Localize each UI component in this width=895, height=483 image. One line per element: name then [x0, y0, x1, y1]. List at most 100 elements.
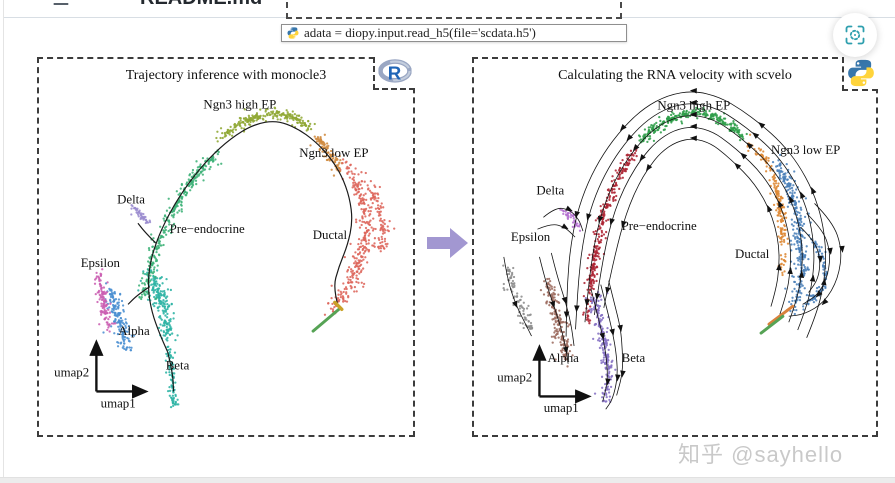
cluster-labels: Ngn3 high EP Ngn3 low EP Delta Pre−endocrin…	[511, 98, 840, 364]
cluster-label: Ngn3 high EP	[657, 98, 730, 112]
cluster-label: Ductal	[735, 247, 770, 261]
velocity-streamline	[575, 103, 815, 331]
velocity-arrowhead	[817, 255, 823, 263]
scatter-points	[93, 106, 396, 409]
cluster-label: Delta	[536, 184, 564, 198]
y-axis-label: umap2	[497, 371, 532, 385]
velocity-arrowhead	[620, 370, 626, 378]
list-icon[interactable]: ☰	[52, 0, 70, 9]
velocity-arrowhead	[778, 200, 784, 208]
cluster-epsilon	[93, 268, 117, 333]
velocity-arrowhead	[609, 218, 615, 226]
code-text: adata = diopy.input.read_h5(file='scdata…	[304, 25, 536, 40]
root-segment	[759, 314, 785, 335]
velocity-arrowhead	[615, 374, 621, 382]
velocity-arrowhead	[746, 142, 754, 150]
velocity-arrowhead	[565, 205, 573, 212]
cluster-label: Ductal	[313, 228, 348, 242]
velocity-arrowhead	[815, 290, 823, 298]
cluster-label: Beta	[166, 359, 190, 373]
python-logo-icon	[847, 59, 875, 87]
velocity-arrowhead	[789, 195, 795, 204]
velocity-arrowhead	[827, 247, 833, 255]
velocity-arrowhead	[689, 88, 697, 94]
velocity-arrowhead	[561, 223, 569, 230]
velocity-arrowhead	[758, 122, 766, 129]
cluster-beta	[137, 268, 179, 342]
velocity-arrowhead	[821, 298, 829, 306]
root-segment	[311, 307, 341, 333]
monocle3-panel: umap1 umap2 Ngn3 high EP Ngn3 low EP Delta Pr…	[37, 57, 415, 437]
y-axis-label: umap2	[54, 366, 89, 380]
velocity-arrowhead	[599, 332, 605, 340]
trajectory-line	[167, 351, 175, 392]
velocity-arrowhead	[798, 270, 805, 278]
cropped-code-box	[286, 0, 622, 19]
cluster-ductal	[771, 153, 812, 316]
watermark: 知乎 @sayhello	[678, 437, 843, 469]
trajectory-line	[127, 286, 151, 305]
x-axis-label: umap1	[101, 396, 136, 410]
cluster-label: Beta	[622, 351, 646, 365]
velocity-arrowhead	[752, 132, 760, 139]
velocity-streamline	[594, 127, 792, 316]
image-search-button[interactable]	[833, 13, 877, 57]
velocity-arrowhead	[621, 220, 627, 228]
velocity-streamlines	[503, 88, 845, 410]
document-title: README.md	[140, 0, 262, 9]
velocity-arrowhead	[646, 164, 653, 172]
velocity-arrowhead	[512, 300, 518, 309]
velocity-arrowhead	[574, 210, 580, 219]
cluster-ngn3-high-ep	[637, 106, 748, 144]
cluster-delta	[130, 204, 152, 225]
velocity-streamline	[565, 91, 826, 338]
velocity-arrowhead	[787, 267, 793, 275]
code-snippet-box: adata = diopy.input.read_h5(file='scdata…	[281, 24, 627, 42]
velocity-arrowhead	[597, 215, 604, 224]
cluster-label: Alpha	[118, 324, 150, 338]
cluster-beta-tail	[164, 345, 180, 409]
velocity-arrowhead	[586, 213, 592, 221]
velocity-arrowhead	[740, 152, 748, 160]
velocity-arrowhead	[594, 293, 601, 301]
velocity-streamline	[600, 284, 618, 410]
cluster-alpha	[102, 282, 136, 352]
velocity-streamline	[537, 224, 576, 238]
velocity-arrowhead	[626, 134, 634, 142]
cluster-ductal-loop	[801, 238, 829, 308]
velocity-arrowhead	[839, 245, 845, 253]
velocity-arrowhead	[689, 111, 697, 118]
cluster-label: Alpha	[547, 351, 579, 365]
velocity-arrowhead	[689, 135, 697, 142]
scvelo-panel-title: Calculating the RNA velocity with scvelo	[558, 68, 792, 83]
velocity-arrowhead	[776, 263, 782, 271]
velocity-arrowhead	[605, 286, 611, 295]
velocity-streamline	[539, 256, 569, 364]
velocity-arrowhead	[639, 154, 646, 162]
cluster-label: Pre−endocrine	[622, 219, 697, 233]
cluster-label: Pre−endocrine	[170, 222, 245, 236]
velocity-arrowhead	[549, 300, 555, 309]
velocity-arrowhead	[689, 123, 697, 130]
velocity-streamline	[608, 280, 623, 396]
cluster-ductal	[323, 158, 382, 316]
root-segment	[333, 300, 344, 312]
velocity-streamline	[788, 203, 842, 317]
velocity-arrowhead	[734, 162, 742, 170]
umap-axes: umap1 umap2	[497, 344, 592, 415]
r-logo	[373, 57, 415, 90]
velocity-streamline	[584, 115, 803, 323]
velocity-arrowhead	[562, 346, 569, 354]
cluster-label: Epsilon	[511, 230, 551, 244]
velocity-arrowhead	[619, 124, 627, 132]
velocity-arrowhead	[561, 296, 567, 305]
principal-trajectory	[127, 121, 353, 392]
monocle3-panel-title: Trajectory inference with monocle3	[125, 68, 327, 83]
velocity-arrowhead	[811, 186, 817, 195]
scvelo-panel: umap1 umap2 Ngn3 high EP Ngn3 low EP Delta Pr…	[472, 57, 878, 437]
velocity-arrowhead	[632, 144, 640, 152]
velocity-arrowhead	[800, 191, 806, 199]
trajectory-line	[147, 121, 353, 353]
velocity-arrowhead	[767, 204, 773, 213]
cluster-label: Ngn3 low EP	[771, 143, 840, 157]
